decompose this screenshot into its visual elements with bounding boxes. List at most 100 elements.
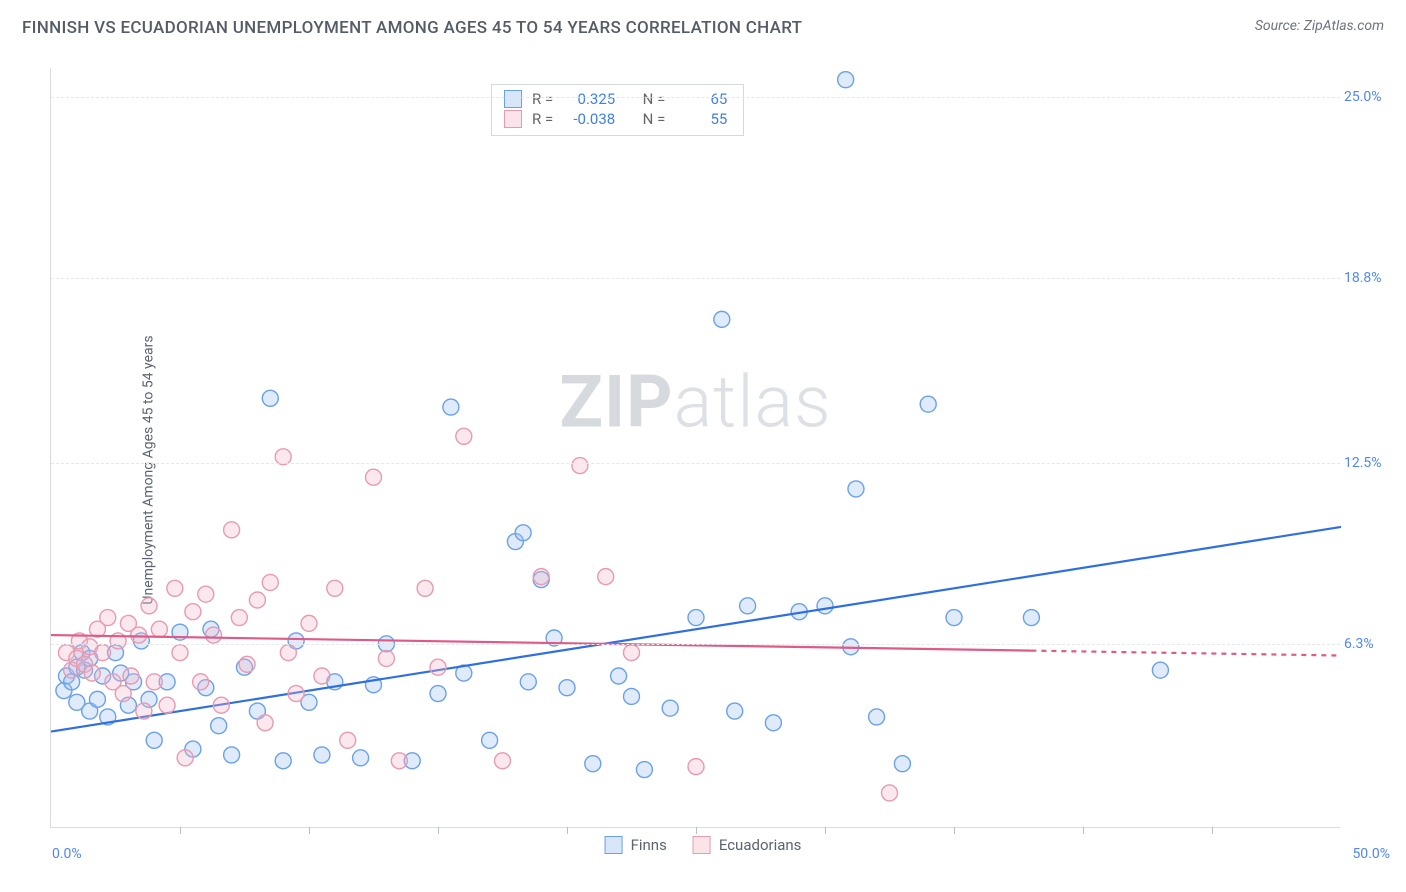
data-point-ecuadorians xyxy=(141,598,157,614)
data-point-finns xyxy=(636,762,652,778)
y-tick-label: 6.3% xyxy=(1344,636,1394,652)
data-point-ecuadorians xyxy=(882,785,898,801)
source-prefix: Source: xyxy=(1255,18,1304,34)
source-attribution: Source: ZipAtlas.com xyxy=(1255,18,1384,34)
data-point-finns xyxy=(894,756,910,772)
x-axis-max-label: 50.0% xyxy=(1352,846,1390,862)
data-point-finns xyxy=(727,703,743,719)
swatch-finns xyxy=(504,90,522,108)
x-tick xyxy=(1212,827,1213,834)
legend-item-ecuadorians: Ecuadorians xyxy=(693,836,802,854)
r-label: R = xyxy=(532,110,553,128)
data-point-ecuadorians xyxy=(213,697,229,713)
data-point-finns xyxy=(838,72,854,88)
data-point-finns xyxy=(559,680,575,696)
data-point-ecuadorians xyxy=(572,458,588,474)
data-point-finns xyxy=(515,525,531,541)
data-point-finns xyxy=(1023,610,1039,626)
data-point-ecuadorians xyxy=(198,586,214,602)
data-point-finns xyxy=(353,750,369,766)
r-label: R = xyxy=(532,90,553,108)
data-point-ecuadorians xyxy=(430,659,446,675)
data-point-finns xyxy=(740,598,756,614)
stats-row-ecuadorians: R =-0.038 N = 55 xyxy=(504,109,727,129)
data-point-finns xyxy=(920,396,936,412)
data-point-finns xyxy=(946,610,962,626)
legend-swatch-ecuadorians xyxy=(693,836,711,854)
x-axis-min-label: 0.0% xyxy=(52,846,82,862)
data-point-ecuadorians xyxy=(280,645,296,661)
data-point-finns xyxy=(714,311,730,327)
data-point-finns xyxy=(262,390,278,406)
n-label: N = xyxy=(643,90,666,108)
n-value-finns: 65 xyxy=(675,90,727,108)
x-tick xyxy=(696,827,697,834)
y-tick-label: 25.0% xyxy=(1344,89,1394,105)
chart-title: FINNISH VS ECUADORIAN UNEMPLOYMENT AMONG… xyxy=(22,18,802,38)
data-point-ecuadorians xyxy=(688,759,704,775)
data-point-ecuadorians xyxy=(151,621,167,637)
data-point-ecuadorians xyxy=(172,645,188,661)
data-point-finns xyxy=(869,709,885,725)
x-tick xyxy=(954,827,955,834)
data-point-ecuadorians xyxy=(288,686,304,702)
y-tick-label: 18.8% xyxy=(1344,270,1394,286)
data-point-ecuadorians xyxy=(624,645,640,661)
n-value-ecuadorians: 55 xyxy=(675,110,727,128)
n-label: N = xyxy=(643,110,666,128)
data-point-ecuadorians xyxy=(131,627,147,643)
source-name: ZipAtlas.com xyxy=(1304,18,1384,34)
data-point-ecuadorians xyxy=(301,615,317,631)
data-point-ecuadorians xyxy=(456,428,472,444)
data-point-finns xyxy=(211,718,227,734)
data-point-finns xyxy=(314,747,330,763)
legend-swatch-finns xyxy=(605,836,623,854)
data-point-ecuadorians xyxy=(239,656,255,672)
data-point-finns xyxy=(275,753,291,769)
x-tick xyxy=(1083,827,1084,834)
data-point-ecuadorians xyxy=(231,610,247,626)
data-point-finns xyxy=(611,668,627,684)
r-value-finns: 0.325 xyxy=(563,90,615,108)
swatch-ecuadorians xyxy=(504,110,522,128)
data-point-ecuadorians xyxy=(257,715,273,731)
data-point-finns xyxy=(662,700,678,716)
data-point-ecuadorians xyxy=(340,732,356,748)
plot-area: ZIPatlas R =0.325 N = 65R =-0.038 N = 55… xyxy=(50,68,1340,828)
data-point-ecuadorians xyxy=(95,645,111,661)
legend-item-finns: Finns xyxy=(605,836,667,854)
data-point-ecuadorians xyxy=(115,686,131,702)
data-point-finns xyxy=(224,747,240,763)
data-point-ecuadorians xyxy=(314,668,330,684)
data-point-ecuadorians xyxy=(262,574,278,590)
data-point-ecuadorians xyxy=(598,569,614,585)
grid-line xyxy=(51,463,1340,464)
data-point-ecuadorians xyxy=(167,580,183,596)
data-point-ecuadorians xyxy=(185,604,201,620)
data-point-ecuadorians xyxy=(533,569,549,585)
x-tick xyxy=(567,827,568,834)
data-point-ecuadorians xyxy=(100,610,116,626)
data-point-ecuadorians xyxy=(193,674,209,690)
grid-line xyxy=(51,644,1340,645)
x-tick xyxy=(309,827,310,834)
legend-label-finns: Finns xyxy=(631,836,667,854)
stats-row-finns: R = 0.325 N = 65 xyxy=(504,89,727,109)
grid-line xyxy=(51,278,1340,279)
stats-legend-box: R = 0.325 N = 65R =-0.038 N = 55 xyxy=(491,84,744,136)
data-point-ecuadorians xyxy=(224,522,240,538)
data-point-finns xyxy=(482,732,498,748)
data-point-finns xyxy=(146,732,162,748)
data-point-ecuadorians xyxy=(249,592,265,608)
x-tick xyxy=(825,827,826,834)
data-point-finns xyxy=(585,756,601,772)
data-point-ecuadorians xyxy=(177,750,193,766)
trend-line-finns xyxy=(51,527,1341,732)
data-point-finns xyxy=(520,674,536,690)
legend-label-ecuadorians: Ecuadorians xyxy=(719,836,802,854)
x-tick xyxy=(180,827,181,834)
grid-line xyxy=(51,97,1340,98)
data-point-finns xyxy=(1152,662,1168,678)
data-point-ecuadorians xyxy=(378,650,394,666)
data-point-ecuadorians xyxy=(206,627,222,643)
